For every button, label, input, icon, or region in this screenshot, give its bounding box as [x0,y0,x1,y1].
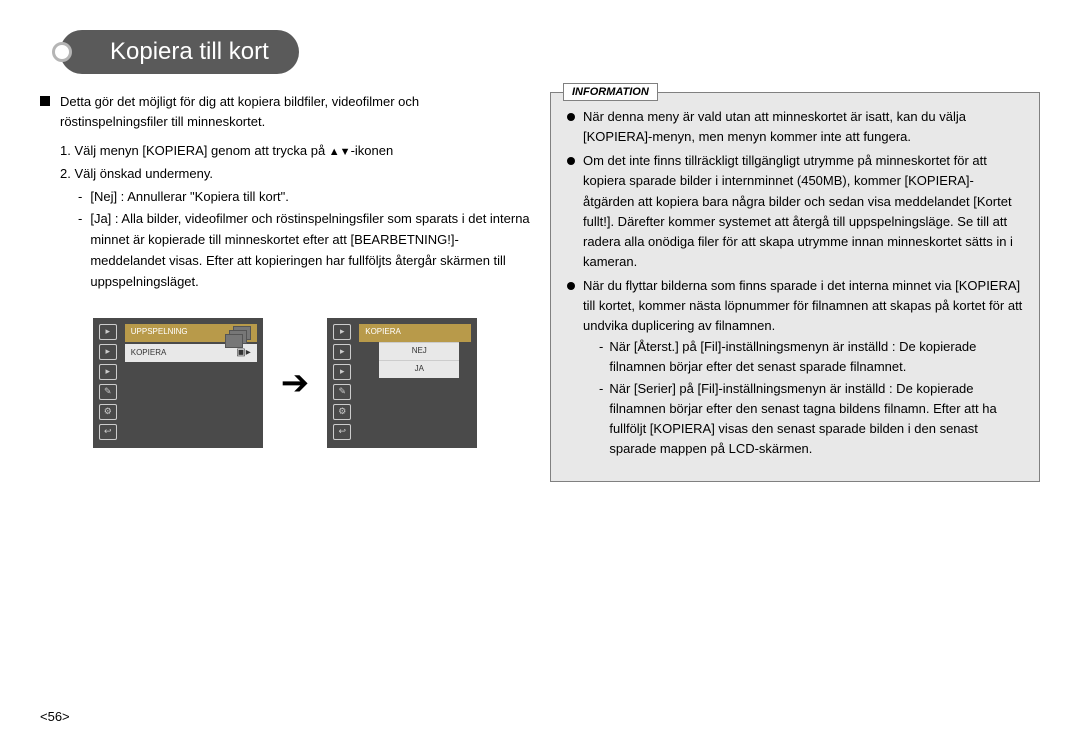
updown-icon: ▲▼ [329,146,351,158]
screen2-options: NEJ JA [379,342,459,378]
screen2-icon-column: ▸ ▸ ▸ ✎ ⚙ ↩ [333,324,355,442]
step1-suffix: -ikonen [351,143,394,158]
info-b3-main: När du flyttar bilderna som finns sparad… [583,278,1022,333]
menu-icon: ⚙ [333,404,351,420]
menu-icon: ▸ [333,364,351,380]
content-columns: Detta gör det möjligt för dig att kopier… [40,92,1040,482]
screens-row: ▸ ▸ ▸ ✎ ⚙ ↩ UPPSPELNING KOPIERA ▣▸ [40,318,530,448]
bullet-icon [567,157,575,165]
numbered-list: 1. Välj menyn [KOPIERA] genom att trycka… [60,141,530,293]
info-sub-2: - När [Serier] på [Fil]-inställningsmeny… [599,379,1023,460]
info-item-2: Om det inte finns tillräckligt tillgängl… [567,151,1023,272]
screen1-icon-column: ▸ ▸ ▸ ✎ ⚙ ↩ [99,324,121,442]
camera-screen-2: ▸ ▸ ▸ ✎ ⚙ ↩ KOPIERA NEJ JA [327,318,477,448]
screen2-header: KOPIERA [359,324,471,342]
menu-icon: ▸ [333,324,351,340]
info-sub-1: - När [Återst.] på [Fil]-inställningsmen… [599,337,1023,377]
arrow-right-icon: ➔ [281,363,310,403]
sub-list: - [Nej] : Annullerar "Kopiera till kort"… [78,187,530,293]
square-bullet-icon [40,96,50,106]
page-title: Kopiera till kort [110,38,269,65]
information-box: INFORMATION När denna meny är vald utan … [550,92,1040,482]
menu-icon: ✎ [333,384,351,400]
intro-row: Detta gör det möjligt för dig att kopier… [40,92,530,131]
menu-icon: ↩ [333,424,351,440]
menu-icon: ✎ [99,384,117,400]
left-column: Detta gör det möjligt för dig att kopier… [40,92,530,482]
info-text-3: När du flyttar bilderna som finns sparad… [583,276,1023,461]
camera-screen-1: ▸ ▸ ▸ ✎ ⚙ ↩ UPPSPELNING KOPIERA ▣▸ [93,318,263,448]
sub-nej: - [Nej] : Annullerar "Kopiera till kort"… [78,187,530,208]
info-sub2-text: När [Serier] på [Fil]-inställningsmenyn … [609,379,1023,460]
info-item-1: När denna meny är vald utan att minnesko… [567,107,1023,147]
sub-nej-text: [Nej] : Annullerar "Kopiera till kort". [90,187,530,208]
info-sublist: - När [Återst.] på [Fil]-inställningsmen… [599,337,1023,460]
menu-icon: ↩ [99,424,117,440]
info-text-1: När denna meny är vald utan att minnesko… [583,107,1023,147]
step1-prefix: 1. Välj menyn [KOPIERA] genom att trycka… [60,143,329,158]
screen2-opt-nej: NEJ [379,342,459,360]
step-2: 2. Välj önskad undermeny. [60,164,530,185]
menu-icon: ▸ [333,344,351,360]
intro-text: Detta gör det möjligt för dig att kopier… [60,92,530,131]
bullet-icon [567,113,575,121]
sub-ja-text: [Ja] : Alla bilder, videofilmer och röst… [90,209,530,292]
dash-icon: - [599,379,603,460]
sub-ja: - [Ja] : Alla bilder, videofilmer och rö… [78,209,530,292]
menu-icon: ⚙ [99,404,117,420]
menu-icon: ▸ [99,364,117,380]
page-number: <56> [40,709,70,724]
screen2-opt-ja: JA [379,360,459,378]
menu-icon: ▸ [99,324,117,340]
screen2-body: KOPIERA NEJ JA [359,324,471,442]
right-column: INFORMATION När denna meny är vald utan … [550,92,1040,482]
info-item-3: När du flyttar bilderna som finns sparad… [567,276,1023,461]
dash-icon: - [599,337,603,377]
card-icon: ▣▸ [236,347,250,358]
page-title-pill: Kopiera till kort [60,30,299,74]
bullet-icon [567,282,575,290]
dash-icon: - [78,209,82,292]
info-text-2: Om det inte finns tillräckligt tillgängl… [583,151,1023,272]
information-label: INFORMATION [563,83,658,101]
info-sub1-text: När [Återst.] på [Fil]-inställningsmenyn… [609,337,1023,377]
dash-icon: - [78,187,82,208]
screen1-row-label: KOPIERA [131,348,167,357]
stack-icon [225,326,253,348]
step-1: 1. Välj menyn [KOPIERA] genom att trycka… [60,141,530,162]
information-list: När denna meny är vald utan att minnesko… [567,107,1023,461]
menu-icon: ▸ [99,344,117,360]
